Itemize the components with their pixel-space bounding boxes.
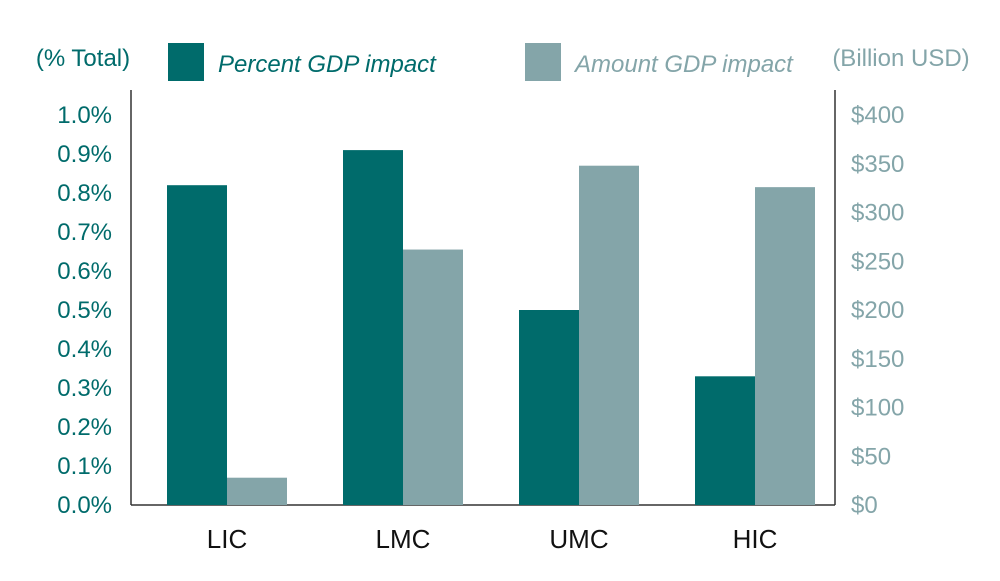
left-tick-label: 0.2% [57,414,112,441]
bar-percent-hic [695,376,755,505]
right-tick-label: $100 [851,395,904,422]
left-tick-label: 0.1% [57,453,112,480]
legend: Percent GDP impact Amount GDP impact [168,43,794,81]
legend-label-amount: Amount GDP impact [573,51,794,78]
legend-swatch-amount [525,43,561,81]
category-label: UMC [549,524,608,554]
left-tick-label: 1.0% [57,102,112,129]
right-tick-label: $350 [851,151,904,178]
bar-percent-lic [167,185,227,505]
right-axis-title: (Billion USD) [832,45,969,72]
legend-swatch-percent [168,43,204,81]
left-axis-ticks: 0.0% 0.1% 0.2% 0.3% 0.4% 0.5% 0.6% 0.7% 0.8% 0.9%… [57,102,112,519]
category-label: LMC [376,524,431,554]
left-tick-label: 0.3% [57,375,112,402]
right-tick-label: $150 [851,346,904,373]
left-tick-label: 0.6% [57,258,112,285]
bar-percent-lmc [343,150,403,505]
legend-label-percent: Percent GDP impact [218,51,437,78]
right-tick-label: $400 [851,102,904,129]
right-tick-label: $50 [851,443,891,470]
left-tick-label: 0.0% [57,492,112,519]
right-tick-label: $250 [851,248,904,275]
right-tick-label: $0 [851,492,878,519]
bar-amount-hic [755,187,815,505]
right-tick-label: $200 [851,297,904,324]
left-tick-label: 0.5% [57,297,112,324]
bar-percent-umc [519,310,579,505]
category-label: HIC [733,524,778,554]
right-axis-ticks: $0 $50 $100 $150 $200 $250 $300 $350 $400 [851,102,904,519]
right-tick-label: $300 [851,200,904,227]
left-tick-label: 0.8% [57,180,112,207]
category-labels: LIC LMC UMC HIC [207,524,778,554]
left-axis-title: (% Total) [36,45,130,72]
left-tick-label: 0.4% [57,336,112,363]
bar-amount-lic [227,477,287,505]
bars [167,150,815,505]
left-tick-label: 0.7% [57,219,112,246]
bar-amount-umc [579,165,639,505]
bar-amount-lmc [403,249,463,505]
left-tick-label: 0.9% [57,141,112,168]
category-label: LIC [207,524,247,554]
